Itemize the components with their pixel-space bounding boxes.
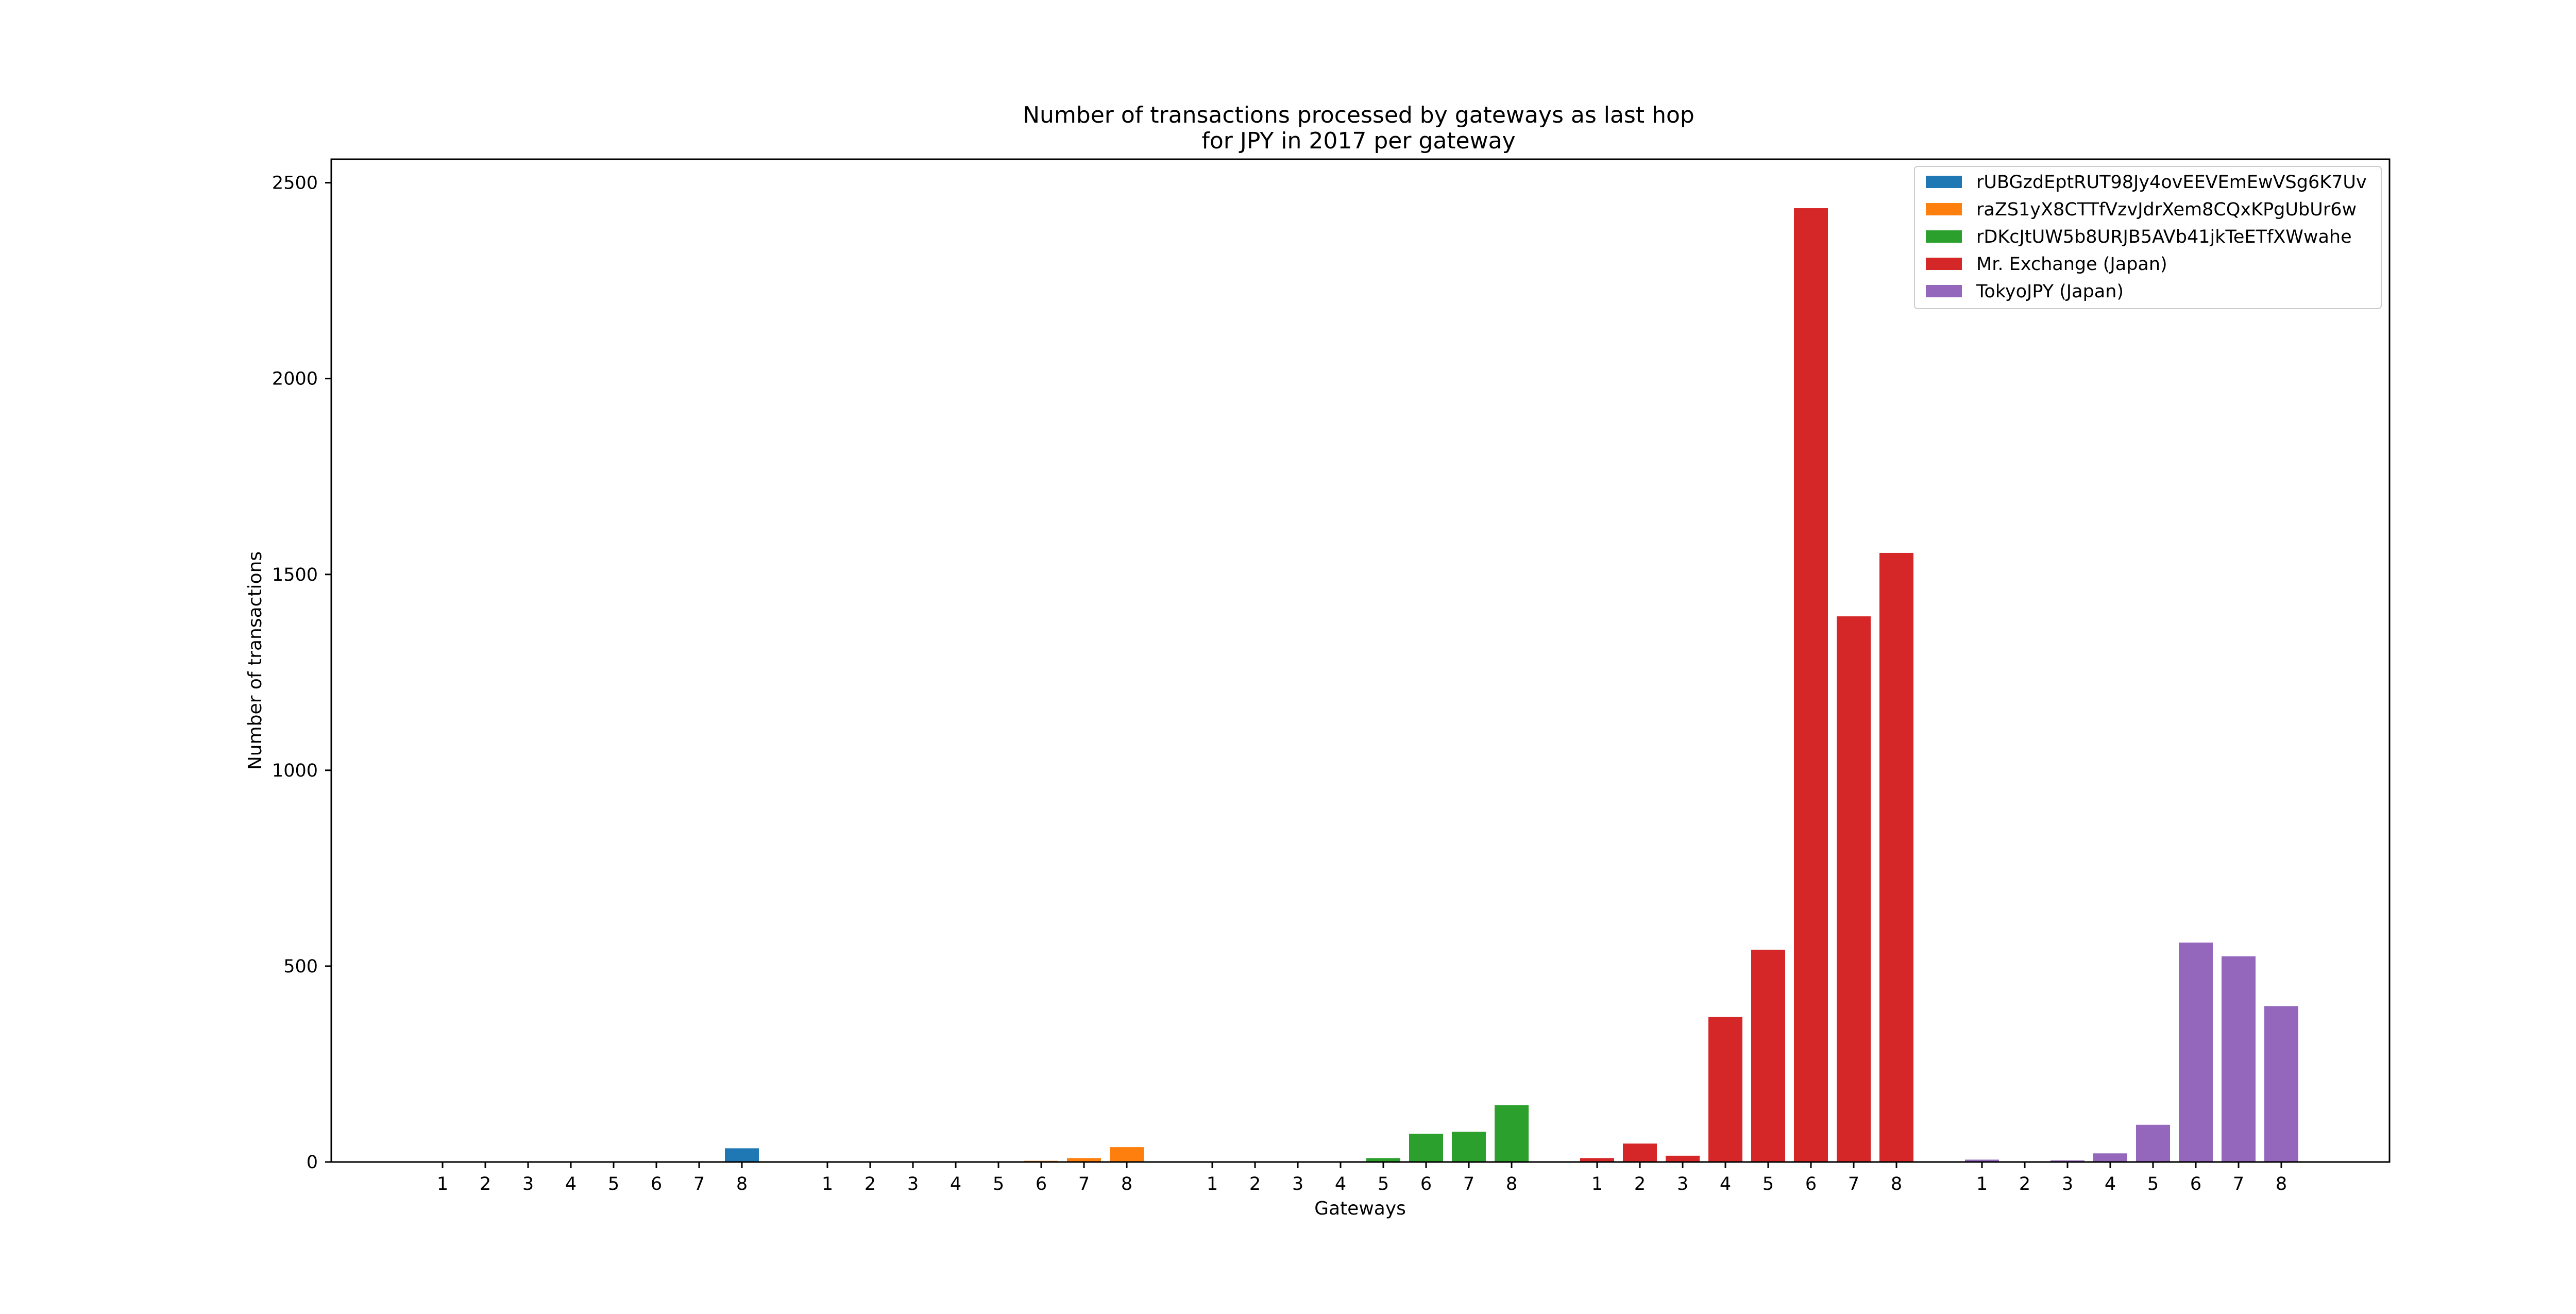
legend: rUBGzdEptRUT98Jy4ovEEVEmEwVSg6K7Uv raZS1y… bbox=[1914, 166, 2382, 309]
x-tick-label: 1 bbox=[437, 1174, 448, 1194]
bar bbox=[1837, 616, 1871, 1162]
bar bbox=[1666, 1155, 1700, 1162]
x-tick-label: 5 bbox=[608, 1174, 619, 1194]
bar bbox=[1495, 1105, 1529, 1162]
x-tick-label: 7 bbox=[693, 1174, 705, 1194]
bar bbox=[2179, 942, 2213, 1162]
x-tick-label: 3 bbox=[907, 1174, 919, 1194]
legend-label: rUBGzdEptRUT98Jy4ovEEVEmEwVSg6K7Uv bbox=[1976, 172, 2367, 193]
x-tick-label: 6 bbox=[2190, 1174, 2201, 1194]
x-tick-label: 4 bbox=[1335, 1174, 1346, 1194]
x-tick-label: 3 bbox=[2062, 1174, 2073, 1194]
legend-swatch bbox=[1926, 258, 1962, 270]
x-tick-label: 7 bbox=[2233, 1174, 2244, 1194]
bar bbox=[1409, 1134, 1443, 1162]
bars-layer bbox=[725, 208, 2298, 1162]
bar bbox=[2264, 1006, 2298, 1162]
x-axis-label: Gateways bbox=[1314, 1198, 1406, 1219]
plot-frame bbox=[330, 158, 2391, 1163]
x-tick-label: 4 bbox=[1720, 1174, 1731, 1194]
x-tick-label: 8 bbox=[2276, 1174, 2287, 1194]
legend-label: Mr. Exchange (Japan) bbox=[1976, 254, 2167, 275]
x-tick-label: 6 bbox=[1805, 1174, 1817, 1194]
bar bbox=[2136, 1124, 2170, 1162]
bar bbox=[1879, 552, 1913, 1162]
legend-label: raZS1yX8CTTfVzvJdrXem8CQxKPgUbUr6w bbox=[1976, 199, 2357, 220]
x-tick-label: 1 bbox=[1207, 1174, 1218, 1194]
bar bbox=[2050, 1160, 2084, 1162]
y-tick-label: 1500 bbox=[272, 565, 318, 585]
x-tick-label: 7 bbox=[1463, 1174, 1475, 1194]
x-tick-label: 5 bbox=[1378, 1174, 1389, 1194]
bar bbox=[1751, 949, 1785, 1162]
x-tick-label: 4 bbox=[2105, 1174, 2116, 1194]
x-axis-ticks: 1 2 3 4 5 6 7 8 1 2 3 4 5 6 7 8 1 2 3 4 5 6 7 8 1 2 3 4 5 6 7 8 1 2 3 4 5 6 7 8 bbox=[437, 1162, 2287, 1194]
bar bbox=[1623, 1143, 1657, 1162]
x-tick-label: 2 bbox=[480, 1174, 491, 1194]
x-tick-label: 3 bbox=[522, 1174, 534, 1194]
bar bbox=[1580, 1158, 1614, 1162]
bar bbox=[1794, 208, 1828, 1162]
x-tick-label: 8 bbox=[736, 1174, 748, 1194]
legend-label: rDKcJtUW5b8URJB5AVb41jkTeETfXWwahe bbox=[1976, 227, 2352, 247]
bar bbox=[2222, 956, 2256, 1162]
y-tick-label: 1000 bbox=[272, 761, 318, 781]
bar bbox=[1452, 1132, 1486, 1162]
legend-swatch bbox=[1926, 203, 1962, 215]
legend-swatch bbox=[1926, 230, 1962, 243]
x-tick-label: 4 bbox=[950, 1174, 961, 1194]
x-tick-label: 3 bbox=[1292, 1174, 1303, 1194]
y-tick-label: 0 bbox=[307, 1152, 318, 1173]
legend-swatch bbox=[1926, 285, 1962, 297]
bar bbox=[1708, 1017, 1742, 1162]
x-tick-label: 4 bbox=[565, 1174, 577, 1194]
x-tick-label: 2 bbox=[2019, 1174, 2030, 1194]
x-tick-label: 6 bbox=[1420, 1174, 1432, 1194]
bar bbox=[1067, 1158, 1101, 1162]
y-tick-label: 2000 bbox=[272, 369, 318, 390]
chart-title-line-1: Number of transactions processed by gate… bbox=[1023, 102, 1694, 128]
y-axis-label: Number of transactions bbox=[245, 551, 266, 770]
legend-box bbox=[1914, 166, 2382, 309]
x-tick-label: 8 bbox=[1891, 1174, 1902, 1194]
x-tick-label: 5 bbox=[2147, 1174, 2159, 1194]
x-tick-label: 1 bbox=[1976, 1174, 1988, 1194]
x-tick-label: 8 bbox=[1121, 1174, 1132, 1194]
x-tick-label: 7 bbox=[1848, 1174, 1859, 1194]
y-axis-ticks: 0 500 1000 1500 2000 2500 bbox=[272, 173, 331, 1173]
x-tick-label: 1 bbox=[1591, 1174, 1603, 1194]
bar bbox=[725, 1148, 759, 1162]
y-tick-label: 2500 bbox=[272, 173, 318, 194]
x-tick-label: 2 bbox=[1634, 1174, 1646, 1194]
bar bbox=[2093, 1153, 2127, 1162]
x-tick-label: 5 bbox=[1762, 1174, 1774, 1194]
x-tick-label: 6 bbox=[1036, 1174, 1047, 1194]
legend-swatch bbox=[1926, 176, 1962, 188]
bar bbox=[1965, 1159, 1999, 1162]
x-tick-label: 2 bbox=[865, 1174, 876, 1194]
x-tick-label: 2 bbox=[1249, 1174, 1261, 1194]
legend-label: TokyoJPY (Japan) bbox=[1976, 281, 2124, 302]
x-tick-label: 1 bbox=[822, 1174, 833, 1194]
x-tick-label: 8 bbox=[1506, 1174, 1517, 1194]
y-tick-label: 500 bbox=[283, 956, 318, 977]
x-tick-label: 7 bbox=[1078, 1174, 1090, 1194]
x-tick-label: 5 bbox=[993, 1174, 1004, 1194]
bar bbox=[1366, 1158, 1400, 1162]
bar bbox=[1110, 1147, 1144, 1162]
chart-title-line-2: for JPY in 2017 per gateway bbox=[1201, 128, 1515, 154]
x-tick-label: 3 bbox=[1677, 1174, 1688, 1194]
x-tick-label: 6 bbox=[651, 1174, 662, 1194]
